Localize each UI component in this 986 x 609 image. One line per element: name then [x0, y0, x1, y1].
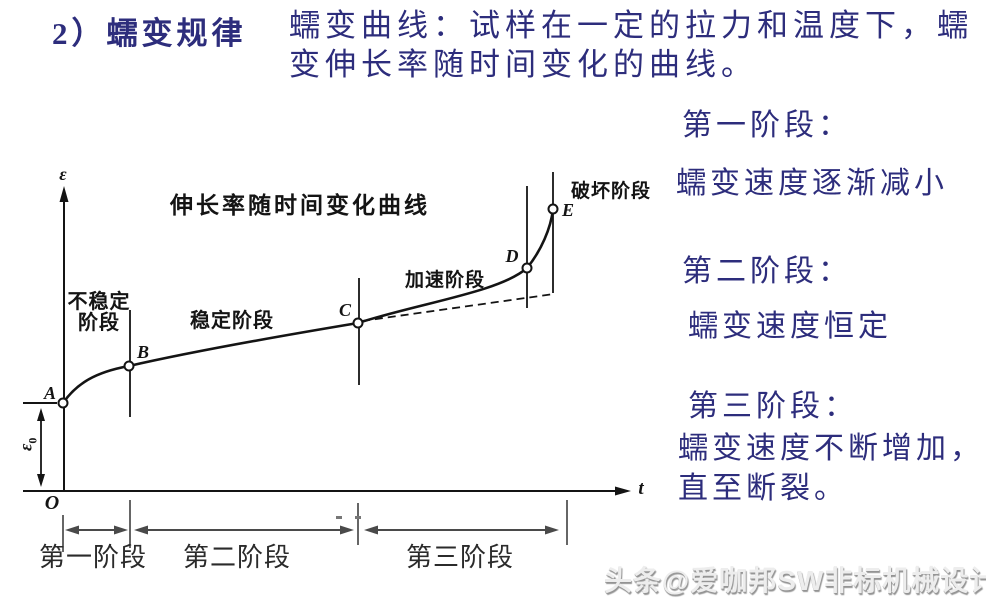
y-axis-label: ε — [59, 164, 67, 184]
stage-span-2: 第二阶段 — [182, 543, 292, 572]
definition-line-2: 变伸长率随时间变化的曲线。 — [289, 47, 757, 82]
stage-span-arrow-right-3 — [545, 525, 559, 535]
curve-point-b — [123, 360, 135, 372]
stage2-description: 蠕变速度恒定 — [688, 310, 892, 343]
steady-slope-dashed-line — [361, 293, 555, 322]
stage-span-arrow-left-1 — [65, 525, 79, 535]
stage3-description: 蠕变速度不断增加， 直至断裂。 — [678, 429, 984, 509]
x-axis-arrowhead — [615, 486, 631, 496]
initial-strain-arrow-bottom — [37, 474, 45, 487]
stage-span-arrow-left-3 — [364, 525, 378, 535]
point-label-d: D — [505, 246, 519, 266]
creep-curve-path — [61, 208, 555, 404]
region-accelerating: 加速阶段 — [404, 270, 486, 291]
stage3-heading: 第三阶段： — [688, 390, 858, 423]
point-label-b: B — [136, 342, 150, 362]
creep-curve-definition: 蠕变曲线：试样在一定的拉力和温度下，蠕 变伸长率随时间变化的曲线。 — [289, 6, 973, 84]
region-failure: 破坏阶段 — [570, 181, 652, 202]
stage-span-arrow-right-2 — [340, 525, 354, 535]
stage2-heading: 第二阶段： — [682, 255, 852, 288]
y-axis-arrowhead — [59, 186, 69, 202]
point-label-a: A — [43, 383, 57, 403]
watermark-text: 头条@爱咖邦SW非标机械设计 — [604, 565, 986, 596]
curve-point-e — [547, 203, 559, 215]
stage3-description-line2: 直至断裂。 — [678, 472, 848, 505]
stage-span-arrow-left-2 — [134, 525, 148, 535]
stage1-description: 蠕变速度逐渐减小 — [676, 167, 948, 200]
point-label-c: C — [338, 300, 352, 320]
x-axis-label: t — [638, 478, 644, 499]
curve-point-c — [352, 317, 364, 329]
artifact-dash-1 — [336, 516, 342, 519]
plot-title: 伸长率随时间变化曲线 — [170, 193, 430, 218]
region-unstable-line1: 不稳定 — [67, 291, 131, 313]
curve-point-d — [521, 262, 533, 274]
stage1-heading: 第一阶段： — [682, 109, 852, 142]
point-label-e: E — [561, 200, 575, 220]
origin-label: O — [44, 492, 60, 514]
initial-strain-label: ε0 — [16, 426, 41, 462]
stage-span-arrow-right-1 — [114, 525, 128, 535]
epsilon-symbol: ε — [15, 443, 36, 451]
initial-strain-arrow-top — [37, 408, 45, 421]
epsilon-subscript: 0 — [25, 437, 40, 444]
section-heading: 2）蠕变规律 — [52, 16, 247, 51]
region-unstable-line2: 阶段 — [78, 312, 120, 334]
definition-line-1: 蠕变曲线：试样在一定的拉力和温度下，蠕 — [289, 8, 973, 43]
stage-span-1: 第一阶段 — [38, 543, 148, 572]
stage3-description-line1: 蠕变速度不断增加， — [678, 432, 984, 465]
region-stable: 稳定阶段 — [190, 310, 274, 332]
curve-point-a — [57, 397, 69, 409]
stage-span-3: 第三阶段 — [405, 543, 515, 572]
artifact-dash-2 — [355, 516, 361, 519]
